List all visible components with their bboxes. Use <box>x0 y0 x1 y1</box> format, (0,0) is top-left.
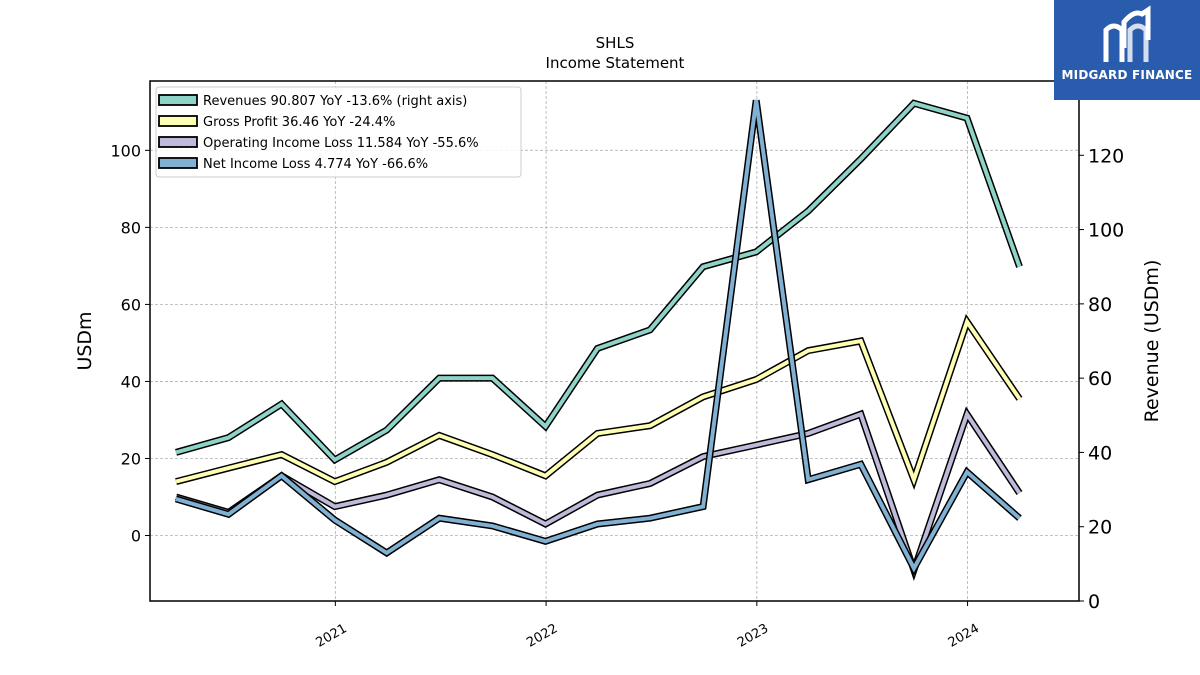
plot-frame <box>149 80 1080 602</box>
legend-swatch <box>158 94 198 106</box>
legend-label: Gross Profit 36.46 YoY -24.4% <box>203 115 395 130</box>
logo-text: MIDGARD FINANCE <box>1061 68 1193 82</box>
y-tick-label: 60 <box>121 295 141 314</box>
y2-tick-label: 40 <box>1088 442 1112 464</box>
legend-label: Revenues 90.807 YoY -13.6% (right axis) <box>203 94 467 109</box>
y-axis-label: USDm <box>74 311 96 370</box>
series-gross-profit <box>175 313 1023 491</box>
y2-tick-label: 120 <box>1088 145 1124 167</box>
series-line <box>175 101 1022 463</box>
chart-title: SHLS <box>596 34 635 52</box>
y2-tick-label: 100 <box>1088 220 1124 242</box>
y2-tick-label: 80 <box>1088 294 1112 316</box>
midgard-finance-logo: MIDGARD FINANCE <box>1054 0 1200 100</box>
y2-tick-label: 0 <box>1088 591 1100 613</box>
series-operating-income-loss <box>175 406 1023 582</box>
series-revenues <box>175 99 1023 465</box>
series-line <box>175 100 1021 573</box>
chart-subtitle: Income Statement <box>546 54 685 72</box>
legend-label: Operating Income Loss 11.584 YoY -55.6% <box>203 136 479 151</box>
legend-swatch <box>158 115 198 127</box>
x-tick-label: 2021 <box>314 621 350 651</box>
legend-swatch <box>158 157 198 169</box>
y-tick-label: 0 <box>131 527 141 546</box>
y2-tick-label: 60 <box>1088 368 1112 390</box>
y-tick-label: 80 <box>121 218 141 237</box>
y-tick-label: 100 <box>110 141 141 160</box>
midgard-logo-icon <box>1103 5 1151 62</box>
series-line <box>175 317 1022 486</box>
x-tick-label: 2024 <box>946 621 982 651</box>
series-lines <box>175 99 1023 582</box>
y2-tick-label: 20 <box>1088 517 1112 539</box>
legend: Revenues 90.807 YoY -13.6% (right axis) G… <box>155 86 522 178</box>
y-tick-label: 40 <box>121 372 141 391</box>
legend-swatch <box>158 136 198 148</box>
legend-box <box>155 86 522 178</box>
y2-axis-label: Revenue (USDm) <box>1141 260 1163 423</box>
series-line <box>175 409 1022 577</box>
y-tick-label: 20 <box>121 449 141 468</box>
x-tick-label: 2023 <box>735 621 771 651</box>
series-net-income-loss <box>175 99 1022 576</box>
legend-label: Net Income Loss 4.774 YoY -66.6% <box>203 157 428 172</box>
axis-ticks: 0 20 40 60 80 100 0 20 40 60 80 100 120 2021 2022 2023 2… <box>110 141 1124 650</box>
x-tick-label: 2022 <box>524 621 560 651</box>
